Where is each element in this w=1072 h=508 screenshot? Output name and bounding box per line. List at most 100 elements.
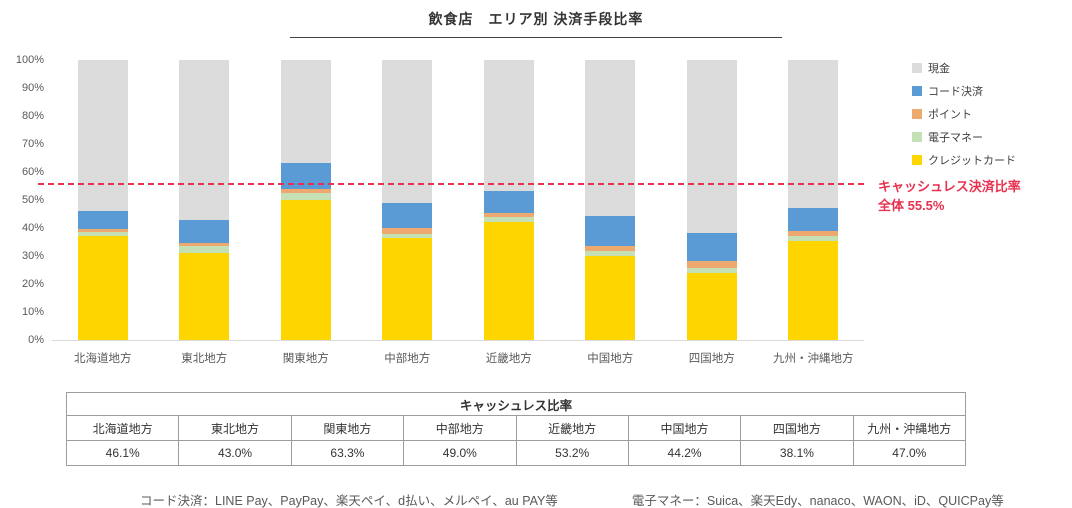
bar-segment [483, 222, 534, 340]
legend-item: ポイント [912, 108, 1072, 121]
stacked-bar-7 [686, 60, 737, 340]
annotation-line1: キャッシュレス決済比率 [878, 179, 1021, 194]
chart-title: 飲食店 エリア別 決済手段比率 [428, 11, 644, 27]
bar-column [52, 60, 154, 340]
bar-segment [77, 229, 128, 233]
chart: 100% 90% 80% 70% 60% 50% 40% 30% 20% 10% 0% 現金 コード決… [0, 54, 1072, 346]
y-axis-tick: 90% [21, 82, 44, 94]
stacked-bar-4 [382, 60, 433, 340]
table-region-cell: 四国地方 [740, 415, 854, 441]
y-axis-tick: 30% [21, 250, 44, 262]
bar-segment [382, 228, 433, 234]
plot-area [38, 60, 865, 341]
stacked-bar-6 [585, 60, 636, 340]
x-axis-label: 東北地方 [181, 353, 228, 365]
legend: 現金コード決済ポイント電子マネークレジットカード [912, 62, 1072, 167]
annotation-line2: 全体 55.5% [878, 197, 945, 213]
y-axis-tick: 70% [21, 138, 44, 150]
reference-line [38, 182, 864, 185]
stacked-bar-1 [77, 60, 128, 340]
bar-column [560, 60, 662, 340]
table-value-cell: 47.0% [852, 440, 967, 466]
bar-segment [686, 261, 737, 269]
legend-label: クレジットカード [928, 154, 1016, 167]
table-title: キャッシュレス比率 [66, 392, 966, 416]
bar-segment [483, 60, 534, 192]
bar-segment [77, 236, 128, 340]
table-region-row: 北海道地方 東北地方 関東地方 中部地方 近畿地方 中国地方 四国地方 九州・沖縄地方 [65, 415, 967, 441]
legend-swatch-icon [912, 85, 922, 96]
legend-swatch-icon [912, 62, 922, 73]
table-value-cell: 46.1% [65, 440, 180, 466]
stacked-bar-5 [483, 60, 534, 340]
bar-segment [280, 162, 331, 190]
bar-segment [77, 60, 128, 211]
bar-segment [179, 243, 230, 247]
bar-column [458, 60, 560, 340]
bar-segment [686, 268, 737, 273]
bar-segment [483, 213, 534, 217]
table-value-row: 46.1% 43.0% 63.3% 49.0% 53.2% 44.2% 38.1% 47.0% [65, 440, 967, 466]
table-title-row: キャッシュレス比率 [66, 392, 966, 416]
y-axis-tick: 40% [21, 222, 44, 234]
table-region-cell: 九州・沖縄地方 [852, 415, 967, 441]
bar-segment [483, 191, 534, 214]
table-region-cell: 近畿地方 [515, 415, 629, 441]
bar-segment [179, 246, 230, 254]
table-region-cell: 中部地方 [403, 415, 517, 441]
legend-label: ポイント [928, 108, 972, 121]
bar-segment [179, 219, 230, 244]
bar-segment [585, 245, 636, 252]
legend-swatch-icon [912, 108, 922, 119]
bar-segment [788, 208, 839, 231]
bar-segment [788, 230, 839, 237]
table-value-cell: 49.0% [403, 440, 517, 466]
x-axis-label: 中国地方 [587, 353, 634, 365]
footnote-emoney: 電子マネー：Suica、楽天Edy、nanaco、WAON、iD、QUICPay… [631, 494, 1004, 508]
bar-segment [77, 232, 128, 237]
legend-label: 電子マネー [928, 131, 983, 144]
title-underline [290, 37, 782, 38]
bar-column [154, 60, 256, 340]
bar-segment [382, 233, 433, 238]
bar-segment [382, 60, 433, 203]
legend-label: 現金 [928, 62, 950, 75]
bar-segment [585, 60, 636, 217]
bar-column [357, 60, 459, 340]
bar-segment [686, 272, 737, 340]
x-axis-label: 中部地方 [384, 353, 431, 365]
y-axis-tick: 20% [21, 278, 44, 290]
legend-swatch-icon [912, 154, 922, 165]
legend-item: 現金 [912, 62, 1072, 75]
bar-segment [280, 60, 331, 163]
x-axis-label: 関東地方 [282, 353, 329, 365]
bar-segment [686, 233, 737, 262]
bar-segment [280, 193, 331, 200]
y-axis-tick: 80% [21, 110, 44, 122]
table-value-cell: 43.0% [178, 440, 292, 466]
bar-column [763, 60, 865, 340]
bar-segment [179, 60, 230, 220]
legend-item: コード決済 [912, 85, 1072, 98]
bar-column [661, 60, 763, 340]
table-value-cell: 53.2% [515, 440, 629, 466]
table-region-cell: 中国地方 [627, 415, 742, 441]
table-value-cell: 44.2% [627, 440, 742, 466]
bar-segment [382, 202, 433, 229]
legend-item: クレジットカード [912, 154, 1072, 167]
legend-item: 電子マネー [912, 131, 1072, 144]
bar-segment [788, 236, 839, 241]
table-region-cell: 東北地方 [178, 415, 292, 441]
bar-segment [585, 251, 636, 256]
x-labels: 北海道地方 東北地方 関東地方 中部地方 近畿地方 中国地方 四国地方 九州・沖縄地方 [52, 350, 864, 366]
x-axis-label: 近畿地方 [485, 353, 532, 365]
bar-segment [280, 200, 331, 340]
bar-segment [483, 216, 534, 223]
right-panel: 現金コード決済ポイント電子マネークレジットカード キャッシュレス決済比率 全体 … [864, 60, 1072, 340]
legend-label: コード決済 [928, 85, 983, 98]
footnote-code-payment: コード決済：LINE Pay、PayPay、楽天ペイ、d払い、メルペイ、au P… [140, 494, 558, 508]
legend-swatch-icon [912, 131, 922, 142]
y-axis-tick: 100% [15, 54, 44, 66]
x-axis-label: 四国地方 [688, 353, 735, 365]
